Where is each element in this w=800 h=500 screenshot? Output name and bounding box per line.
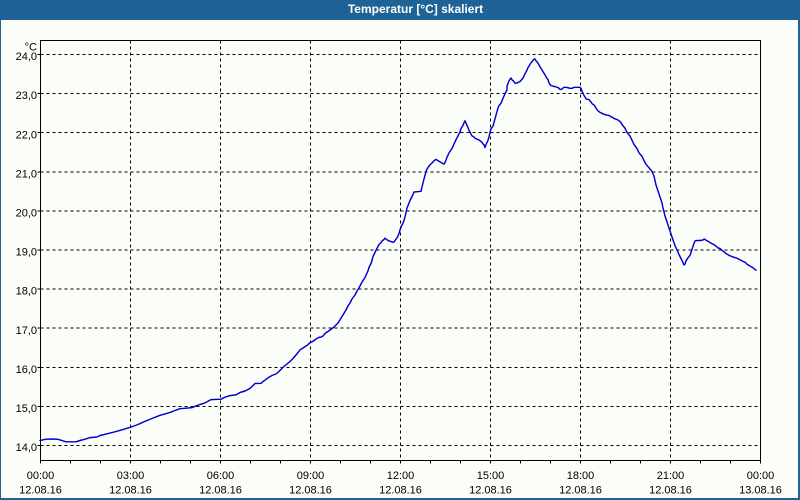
svg-text:22,0: 22,0 (16, 129, 37, 141)
svg-text:21,0: 21,0 (16, 168, 37, 180)
svg-text:17,0: 17,0 (16, 325, 37, 337)
svg-text:09:00: 09:00 (297, 470, 325, 482)
svg-text:12.08.16: 12.08.16 (19, 485, 62, 497)
svg-text:18:00: 18:00 (567, 470, 595, 482)
svg-text:24,0: 24,0 (16, 51, 37, 63)
svg-text:14,0: 14,0 (16, 442, 37, 454)
svg-text:12.08.16: 12.08.16 (649, 485, 692, 497)
svg-text:18,0: 18,0 (16, 286, 37, 298)
svg-text:12.08.16: 12.08.16 (109, 485, 152, 497)
svg-text:15,0: 15,0 (16, 403, 37, 415)
svg-text:12:00: 12:00 (387, 470, 415, 482)
svg-text:15:00: 15:00 (477, 470, 505, 482)
svg-text:00:00: 00:00 (747, 470, 775, 482)
svg-text:13.08.16: 13.08.16 (739, 485, 782, 497)
svg-text:°C: °C (25, 42, 37, 54)
svg-text:21:00: 21:00 (657, 470, 685, 482)
svg-text:16,0: 16,0 (16, 364, 37, 376)
svg-text:20,0: 20,0 (16, 208, 37, 220)
svg-text:12.08.16: 12.08.16 (379, 485, 422, 497)
svg-text:12.08.16: 12.08.16 (469, 485, 512, 497)
svg-text:12.08.16: 12.08.16 (199, 485, 242, 497)
svg-text:00:00: 00:00 (27, 470, 55, 482)
svg-text:23,0: 23,0 (16, 90, 37, 102)
svg-text:12.08.16: 12.08.16 (289, 485, 332, 497)
svg-text:03:00: 03:00 (117, 470, 145, 482)
svg-text:19,0: 19,0 (16, 247, 37, 259)
svg-text:06:00: 06:00 (207, 470, 235, 482)
svg-text:12.08.16: 12.08.16 (559, 485, 602, 497)
